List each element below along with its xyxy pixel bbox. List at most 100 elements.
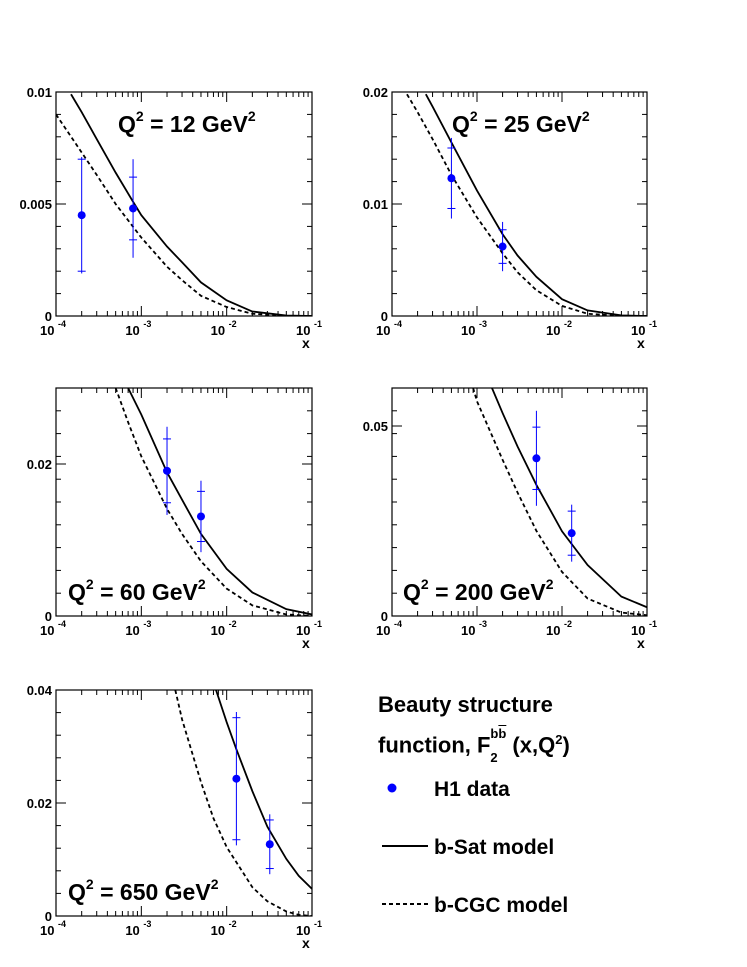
panel-5-x-tick-exponent: -3 — [143, 919, 151, 929]
panel-3-x-axis-label: x — [302, 635, 310, 651]
panel-4-x-tick-label: 10 — [376, 623, 390, 638]
panel-3-x-tick-label: 10 — [296, 623, 310, 638]
panel-1-y-tick-label: 0.005 — [19, 197, 52, 212]
panel-1-y-tick-label: 0.01 — [27, 85, 52, 100]
legend-title-sub: 2 — [490, 750, 498, 766]
panel-5-y-tick-label: 0.04 — [27, 683, 53, 698]
legend-item-h1-data: H1 data — [378, 778, 718, 808]
panel-1-x-tick-label: 10 — [40, 323, 54, 338]
panel-1-x-tick-exponent: -4 — [58, 319, 66, 329]
panel-4-x-tick-exponent: -1 — [649, 619, 657, 629]
panel-1-x-tick-exponent: -1 — [314, 319, 322, 329]
panel-5-x-tick-exponent: -2 — [229, 919, 237, 929]
panel-4-data-point — [567, 529, 576, 538]
panel-5-x-tick-label: 10 — [211, 923, 225, 938]
legend-title-args-sup: 2 — [555, 732, 563, 747]
panel-3-title: Q2 = 60 GeV2 — [68, 576, 206, 605]
panel-2-y-tick-label: 0.02 — [363, 85, 388, 100]
panel-3-x-tick-exponent: -1 — [314, 619, 322, 629]
panel-1-data-point — [77, 211, 86, 220]
panel-1-x-tick-label: 10 — [125, 323, 139, 338]
legend-label-h1-data: H1 data — [434, 778, 510, 801]
panel-2-x-tick-label: 10 — [546, 323, 560, 338]
panel-3-x-tick-label: 10 — [40, 623, 54, 638]
panel-2-b-cgc-curve — [406, 93, 647, 316]
panel-2-x-tick-exponent: -4 — [394, 319, 402, 329]
panel-2-title: Q2 = 25 GeV2 — [452, 108, 590, 137]
panel-3-x-tick-label: 10 — [211, 623, 225, 638]
panel-4-b-sat-curve — [491, 388, 647, 609]
legend-title-args: (x,Q — [512, 732, 556, 758]
legend: Beauty structure function, F 2 bb (x,Q2) H1… — [378, 688, 738, 948]
panel-4-x-tick-exponent: -4 — [394, 619, 402, 629]
legend-title-prefix: function, F — [378, 732, 491, 758]
panel-1-x-tick-label: 10 — [296, 323, 310, 338]
legend-item-b-cgc: b-CGC model — [378, 894, 718, 924]
panel-1-x-tick-exponent: -2 — [229, 319, 237, 329]
panel-4-title: Q2 = 200 GeV2 — [403, 576, 554, 605]
panel-2-y-tick-label: 0.01 — [363, 197, 388, 212]
legend-label-b-cgc: b-CGC model — [434, 894, 569, 917]
panel-5-x-tick-label: 10 — [296, 923, 310, 938]
panel-3-x-tick-exponent: -3 — [143, 619, 151, 629]
legend-title-args-end: ) — [562, 732, 570, 758]
panel-3-y-tick-label: 0 — [45, 609, 52, 624]
panel-1-y-tick-label: 0 — [45, 309, 52, 324]
panel-3-x-tick-label: 10 — [125, 623, 139, 638]
panel-1-data-point — [129, 204, 138, 213]
panel-2-x-axis-label: x — [637, 335, 645, 351]
panel-5-b-cgc-curve — [174, 690, 312, 916]
panel-2-data-point — [498, 242, 507, 251]
panel-4-y-tick-label: 0.05 — [363, 419, 388, 434]
panel-1-b-cgc-curve — [56, 113, 312, 316]
panel-5-y-tick-label: 0 — [45, 909, 52, 924]
panel-4-x-tick-label: 10 — [461, 623, 475, 638]
panel-5-b-sat-curve — [215, 690, 312, 890]
panel-4-x-axis-label: x — [637, 635, 645, 651]
panel-4-data-point — [532, 454, 541, 463]
legend-title-line1: Beauty structure — [378, 692, 553, 717]
panel-3-y-tick-label: 0.02 — [27, 457, 52, 472]
panel-2-x-tick-exponent: -2 — [564, 319, 572, 329]
panel-5-x-tick-exponent: -1 — [314, 919, 322, 929]
legend-title-sup2: b — [498, 726, 507, 742]
legend-dashed-line-icon — [382, 903, 428, 905]
panel-3-b-cgc-curve — [114, 388, 312, 616]
legend-item-b-sat: b-Sat model — [378, 836, 718, 866]
panel-2-b-sat-curve — [425, 93, 647, 316]
panel-4-y-tick-label: 0 — [381, 609, 388, 624]
panel-4-x-tick-exponent: -2 — [564, 619, 572, 629]
panel-2-x-tick-label: 10 — [461, 323, 475, 338]
panel-2-x-tick-exponent: -1 — [649, 319, 657, 329]
panel-3-data-point — [163, 466, 172, 475]
legend-title-line2: function, F 2 bb (x,Q2) — [378, 726, 570, 765]
panel-3-x-tick-exponent: -2 — [229, 619, 237, 629]
panel-2-x-tick-label: 10 — [376, 323, 390, 338]
panel-1-x-axis-label: x — [302, 335, 310, 351]
panel-2-x-tick-label: 10 — [631, 323, 645, 338]
panel-5-data-point — [265, 840, 274, 849]
panel-5-y-tick-label: 0.02 — [27, 796, 52, 811]
panel-2-data-point — [447, 174, 456, 183]
panel-5-x-tick-label: 10 — [40, 923, 54, 938]
panel-5-x-tick-exponent: -4 — [58, 919, 66, 929]
legend-solid-line-icon — [382, 845, 428, 847]
panel-1-x-tick-exponent: -3 — [143, 319, 151, 329]
panel-1-title: Q2 = 12 GeV2 — [118, 108, 256, 137]
panel-4-x-tick-label: 10 — [631, 623, 645, 638]
panel-5-title: Q2 = 650 GeV2 — [68, 876, 219, 905]
panel-1-x-tick-label: 10 — [211, 323, 225, 338]
panel-4-b-cgc-curve — [472, 388, 647, 616]
panel-4-x-tick-exponent: -3 — [479, 619, 487, 629]
panel-5-data-point — [232, 774, 241, 783]
panel-2-y-tick-label: 0 — [381, 309, 388, 324]
panel-3-x-tick-exponent: -4 — [58, 619, 66, 629]
panel-4-x-tick-label: 10 — [546, 623, 560, 638]
panel-5-x-tick-label: 10 — [125, 923, 139, 938]
panel-2-x-tick-exponent: -3 — [479, 319, 487, 329]
panel-3-data-point — [196, 512, 205, 521]
panel-5-x-axis-label: x — [302, 935, 310, 951]
legend-label-b-sat: b-Sat model — [434, 836, 555, 859]
legend-title-sup: b — [490, 726, 499, 742]
